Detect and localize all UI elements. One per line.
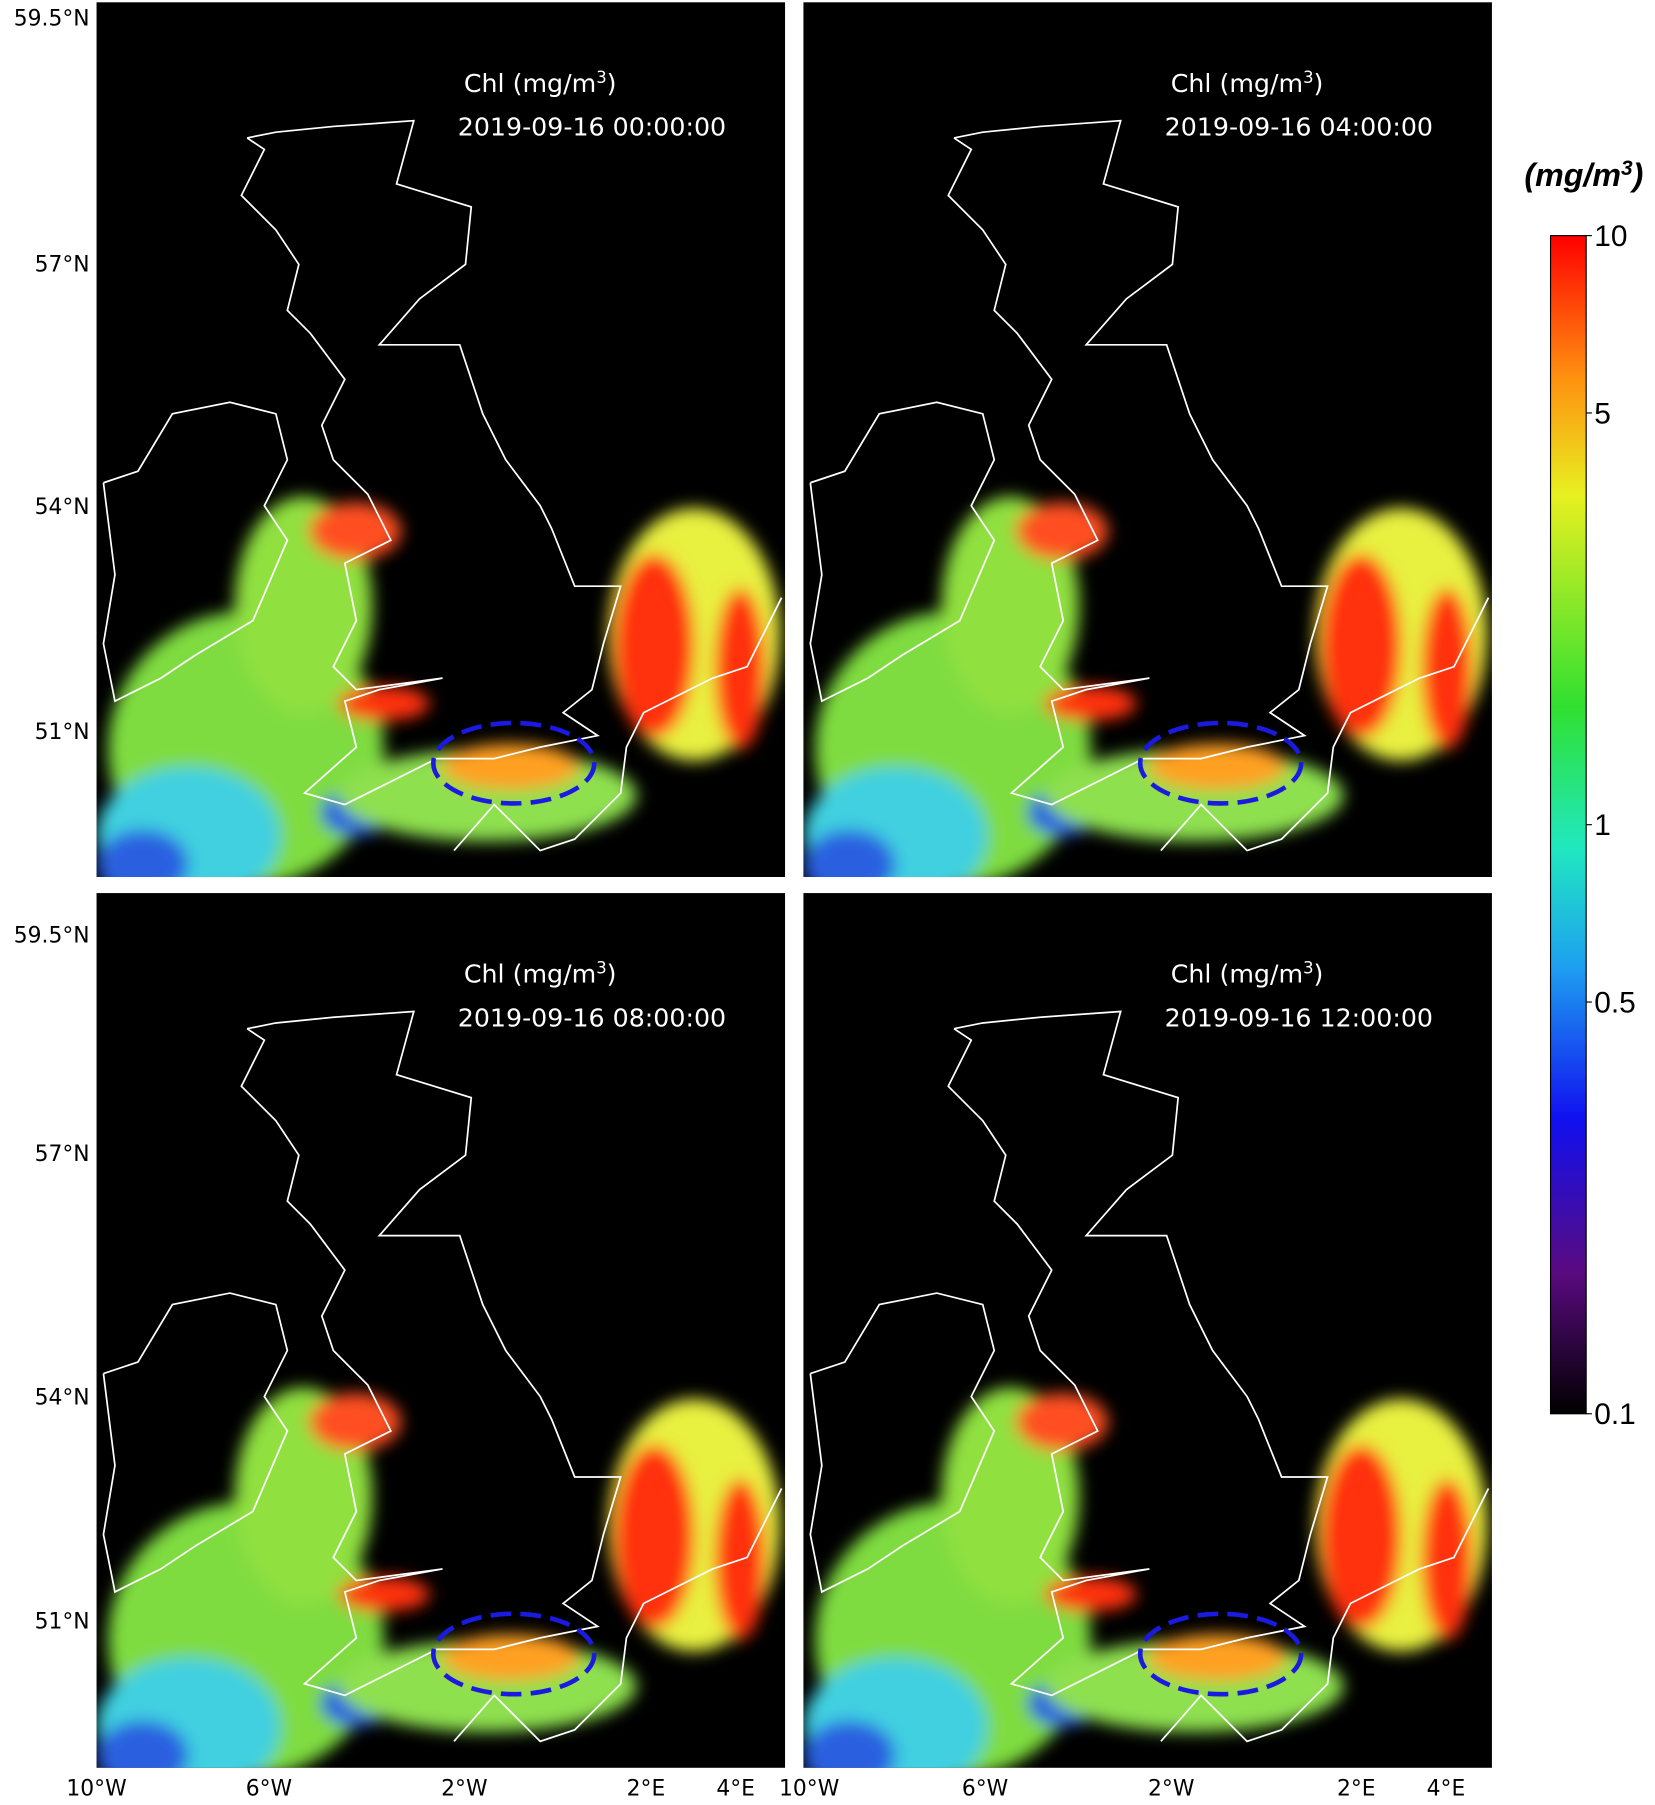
title-sup: 3 (1621, 157, 1633, 180)
timestamp: 2019-09-16 08:00:00 (458, 1003, 726, 1032)
title-sup: 3 (596, 67, 606, 86)
timestamp: 2019-09-16 00:00:00 (458, 113, 726, 142)
title-close: ) (607, 960, 617, 989)
title: Chl (mg/m3) (1171, 958, 1324, 989)
title-sup: 3 (1303, 958, 1313, 977)
lat-label: 54°N (35, 495, 90, 520)
title-text: Chl (mg/m (1171, 960, 1303, 989)
title-sup: 3 (1303, 67, 1313, 86)
lon-label: 6°W (246, 1776, 292, 1801)
lat-label: 54°N (35, 1386, 90, 1411)
timestamp: 2019-09-16 04:00:00 (1165, 113, 1433, 142)
lat-label: 59.5°N (14, 6, 90, 31)
lat-label: 57°N (35, 1142, 90, 1167)
colorbar (1549, 235, 1587, 1415)
lon-label: 4°E (1427, 1776, 1466, 1801)
lat-label: 57°N (35, 252, 90, 277)
title: (mg/m3) (1524, 157, 1643, 194)
map-panel: Chl (mg/m3) 2019-09-16 08:00:00 (97, 893, 785, 1795)
title-close: ) (1314, 960, 1324, 989)
lat-label: 59.5°N (14, 924, 90, 949)
title-close: ) (607, 69, 617, 98)
lat-label: 51°N (35, 1610, 90, 1635)
title: Chl (mg/m3) (1171, 67, 1324, 98)
lon-label: 6°W (962, 1776, 1008, 1801)
lon-label: 2°W (1148, 1776, 1194, 1801)
title-close: ) (1630, 157, 1644, 193)
title-text: Chl (mg/m (464, 69, 596, 98)
title-text: (mg/m (1524, 157, 1621, 193)
lat-label: 51°N (35, 720, 90, 745)
title: Chl (mg/m3) (464, 67, 617, 98)
colorbar-tick-label: 10 (1594, 220, 1627, 253)
map-panel: Chl (mg/m3) 2019-09-16 00:00:00 (97, 2, 785, 904)
map-panel: Chl (mg/m3) 2019-09-16 04:00:00 (803, 2, 1491, 904)
lon-label: 4°E (716, 1776, 755, 1801)
lon-label: 2°E (627, 1776, 666, 1801)
colorbar-tick-label: 5 (1594, 397, 1611, 430)
title-sup: 3 (596, 958, 606, 977)
lon-label: 2°W (441, 1776, 487, 1801)
timestamp: 2019-09-16 12:00:00 (1165, 1003, 1433, 1032)
title-text: Chl (mg/m (1171, 69, 1303, 98)
colorbar-tick-label: 0.1 (1594, 1398, 1636, 1431)
title: Chl (mg/m3) (464, 958, 617, 989)
colorbar-tick-label: 1 (1594, 809, 1611, 842)
lon-label: 10°W (66, 1776, 126, 1801)
lon-label: 10°W (779, 1776, 839, 1801)
title-text: Chl (mg/m (464, 960, 596, 989)
lon-label: 2°E (1337, 1776, 1376, 1801)
map-panel: Chl (mg/m3) 2019-09-16 12:00:00 (803, 893, 1491, 1795)
colorbar-tick-label: 0.5 (1594, 986, 1636, 1019)
title-close: ) (1314, 69, 1324, 98)
